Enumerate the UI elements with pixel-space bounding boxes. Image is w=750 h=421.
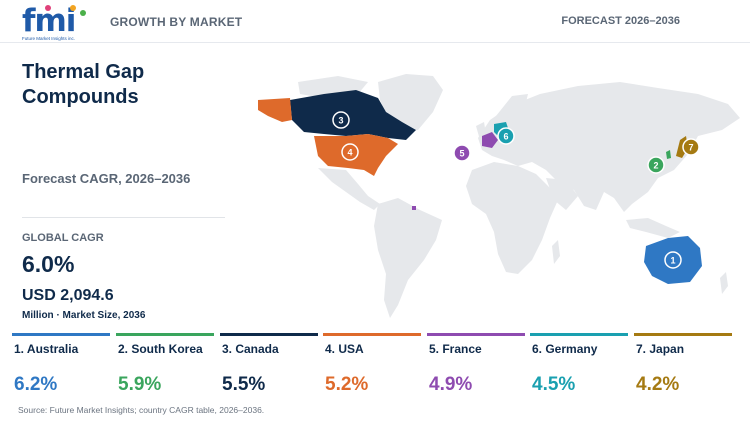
country-name: 5. France: [429, 342, 482, 356]
card-color-bar: [323, 333, 421, 336]
new-zealand-shape: [720, 272, 728, 294]
page-title: Thermal Gap Compounds: [22, 61, 145, 108]
marker-circle: [497, 127, 515, 145]
madagascar-shape: [552, 240, 560, 264]
country-card[interactable]: 7. Japan 4.2%: [634, 333, 732, 403]
marker-rank: 6: [503, 132, 508, 142]
map-marker[interactable]: 6: [497, 127, 515, 145]
caribbean-dot: [412, 206, 416, 210]
country-name: 4. USA: [325, 342, 364, 356]
marker-circle: [664, 251, 682, 269]
marker-rank: 5: [459, 149, 464, 159]
card-color-bar: [530, 333, 628, 336]
card-color-bar: [220, 333, 318, 336]
marker-circle: [453, 144, 471, 162]
card-color-bar: [116, 333, 214, 336]
card-color-bar: [634, 333, 732, 336]
country-card[interactable]: 2. South Korea 5.9%: [116, 333, 214, 403]
forecast-period: FORECAST 2026–2036: [561, 15, 680, 27]
country-card[interactable]: 4. USA 5.2%: [323, 333, 421, 403]
marker-rank: 4: [347, 148, 352, 158]
market-size-value: USD 2,094.6: [22, 287, 114, 304]
country-cagr: 5.5%: [222, 374, 266, 395]
arabia-shape: [546, 178, 578, 210]
alaska-shape: [258, 98, 292, 122]
marker-rank: 1: [670, 256, 675, 266]
map-marker[interactable]: 2: [647, 156, 665, 174]
se-asia-islands-shape: [626, 218, 680, 238]
marker-rank: 7: [688, 143, 693, 153]
section-title: GROWTH BY MARKET: [110, 15, 243, 29]
country-markers: 1 2 3 4 5 6 7: [332, 111, 700, 269]
card-color-bar: [427, 333, 525, 336]
global-cagr-value: 6.0%: [22, 251, 75, 277]
south-america-shape: [374, 198, 442, 318]
marker-circle: [682, 138, 700, 156]
country-cagr: 4.2%: [636, 374, 680, 395]
country-name: 3. Canada: [222, 342, 279, 356]
logo-tagline: Future Market Insights inc.: [22, 36, 76, 41]
country-cagr: 6.2%: [14, 374, 58, 395]
marker-circle: [647, 156, 665, 174]
country-name: 7. Japan: [636, 342, 685, 356]
base-continents: [298, 74, 740, 318]
subtitle: Forecast CAGR, 2026–2036: [22, 171, 191, 186]
logo-dot-icon: [45, 5, 51, 11]
africa-shape: [466, 162, 558, 274]
divider: [22, 217, 225, 218]
map-marker[interactable]: 4: [341, 143, 359, 161]
scandinavia-shape: [496, 94, 528, 126]
south-korea-shape: [666, 150, 671, 159]
marker-circle: [341, 143, 359, 161]
logo-text: fmi: [22, 3, 76, 39]
country-cagr: 4.5%: [532, 374, 576, 395]
card-color-bar: [12, 333, 110, 336]
map-marker[interactable]: 5: [453, 144, 471, 162]
canada-shape: [290, 90, 416, 140]
country-name: 2. South Korea: [118, 342, 203, 356]
country-name: 1. Australia: [14, 342, 79, 356]
market-size-unit: Million · Market Size, 2036: [22, 310, 146, 321]
logo-dot-icon: [70, 5, 76, 11]
country-cagr: 4.9%: [429, 374, 473, 395]
marker-rank: 2: [653, 161, 658, 171]
fmi-logo[interactable]: fmi Future Market Insights inc.: [22, 3, 92, 41]
country-card[interactable]: 6. Germany 4.5%: [530, 333, 628, 403]
map-marker[interactable]: 7: [682, 138, 700, 156]
logo-dot-icon: [80, 10, 86, 16]
marker-rank: 3: [338, 116, 343, 126]
header: fmi Future Market Insights inc. GROWTH B…: [0, 0, 750, 43]
global-cagr-label: GLOBAL CAGR: [22, 232, 104, 244]
country-cagr: 5.9%: [118, 374, 162, 395]
eurasia-shape: [478, 82, 740, 212]
country-card[interactable]: 3. Canada 5.5%: [220, 333, 318, 403]
country-cagr: 5.2%: [325, 374, 369, 395]
country-name: 6. Germany: [532, 342, 598, 356]
marker-circle: [332, 111, 350, 129]
source-note: Source: Future Market Insights; country …: [18, 405, 265, 415]
world-map: 1 2 3 4 5 6 7: [258, 74, 740, 318]
country-card[interactable]: 5. France 4.9%: [427, 333, 525, 403]
map-marker[interactable]: 1: [664, 251, 682, 269]
country-card[interactable]: 1. Australia 6.2%: [12, 333, 110, 403]
country-cards: 1. Australia 6.2% 2. South Korea 5.9% 3. Can…: [12, 333, 748, 403]
map-marker[interactable]: 3: [332, 111, 350, 129]
central-america-shape: [318, 168, 380, 210]
france-shape: [482, 132, 498, 148]
